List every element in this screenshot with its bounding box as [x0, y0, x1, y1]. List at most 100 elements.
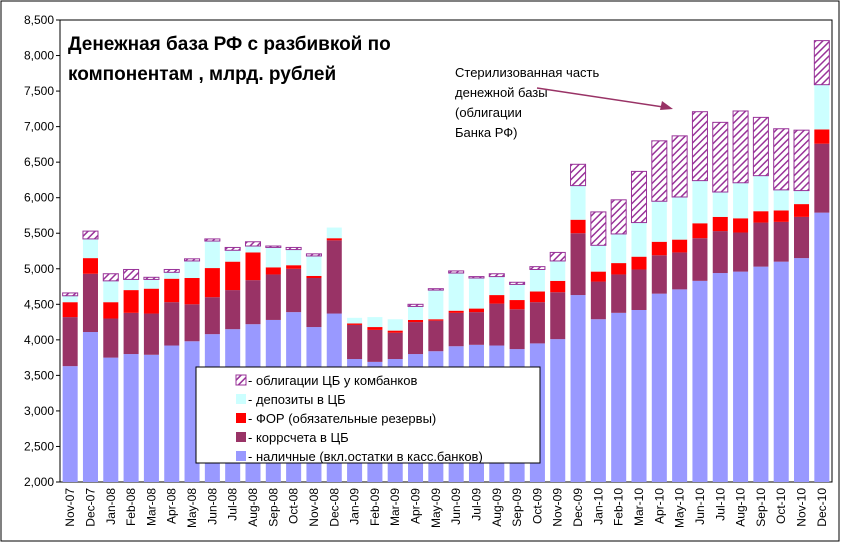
bar-segment	[570, 163, 587, 187]
bar-segment	[387, 319, 403, 331]
annotation: (облигации	[455, 105, 522, 120]
x-tick-label: May-10	[673, 488, 687, 528]
bar-segment	[529, 269, 545, 292]
bar-segment	[285, 246, 302, 251]
x-tick-label: Apr-10	[652, 488, 666, 524]
bar-segment	[428, 319, 444, 321]
bar-segment	[82, 230, 99, 240]
y-tick-label: 8,000	[24, 49, 54, 63]
bar-segment	[611, 263, 627, 275]
bar-segment	[82, 238, 98, 259]
x-tick-label: Dec-07	[83, 488, 97, 527]
bar-segment	[651, 293, 667, 482]
bar-segment	[570, 185, 586, 220]
x-tick-label: Apr-08	[165, 488, 179, 524]
bar-segment	[305, 253, 322, 257]
bar-segment	[570, 295, 586, 482]
bar-segment	[62, 295, 78, 303]
bar-segment	[164, 302, 180, 346]
bar-segment	[245, 252, 261, 281]
bar-segment	[123, 279, 139, 291]
bar-segment	[570, 233, 586, 296]
bar-segment	[468, 278, 484, 309]
bar-segment	[712, 192, 728, 217]
bar-segment	[184, 278, 200, 305]
x-tick-label: Dec-10	[815, 488, 829, 527]
bar-segment	[468, 312, 484, 345]
bar-segment	[733, 232, 749, 272]
legend-swatch	[236, 413, 246, 423]
x-tick-label: Jan-09	[348, 488, 362, 525]
bar-segment	[448, 310, 464, 313]
bar-segment	[265, 245, 282, 248]
x-tick-label: May-08	[185, 488, 199, 528]
arrow-head	[660, 101, 673, 110]
bar-segment	[427, 288, 444, 291]
bar-segment	[529, 291, 545, 303]
bar-segment	[489, 303, 505, 346]
bar-segment	[753, 211, 769, 223]
bar-segment	[631, 269, 647, 310]
bar-segment	[184, 260, 200, 279]
x-tick-label: Nov-08	[307, 488, 321, 527]
bar-segment	[306, 278, 322, 328]
bar-segment	[428, 290, 444, 320]
bar-segment	[286, 265, 302, 269]
bar-segment	[692, 238, 708, 281]
bar-segment	[184, 304, 200, 342]
bar-segment	[773, 221, 789, 262]
x-tick-label: Dec-08	[327, 488, 341, 527]
bar-segment	[204, 238, 221, 242]
x-tick-label: Oct-09	[530, 488, 544, 524]
y-tick-label: 3,000	[24, 404, 54, 418]
legend-swatch	[235, 374, 247, 386]
bar-segment	[489, 276, 505, 296]
bar-segment	[306, 275, 322, 279]
y-tick-label: 2,000	[24, 475, 54, 489]
x-tick-label: Jul-10	[713, 488, 727, 521]
bar-segment	[590, 245, 606, 272]
y-tick-label: 8,500	[24, 13, 54, 27]
bar-segment	[225, 261, 241, 291]
bar-segment	[123, 312, 139, 355]
bar-segment	[794, 216, 810, 259]
x-tick-label: May-09	[429, 488, 443, 528]
bar-segment	[245, 246, 261, 253]
legend-label: - ФОР (обязательные резервы)	[248, 411, 436, 426]
legend-label: - депозиты в ЦБ	[248, 392, 346, 407]
bar-segment	[509, 284, 525, 301]
bar-segment	[590, 271, 606, 282]
bar-segment	[813, 40, 830, 86]
x-tick-label: Jun-08	[205, 488, 219, 525]
bar-segment	[752, 116, 769, 177]
bar-segment	[794, 204, 810, 217]
bar-segment	[671, 135, 688, 198]
bar-segment	[245, 280, 261, 325]
bar-segment	[265, 274, 281, 320]
x-tick-label: Feb-10	[612, 488, 626, 526]
x-tick-label: Oct-08	[287, 488, 301, 524]
bar-segment	[367, 329, 383, 362]
bar-segment	[387, 330, 403, 333]
bar-segment	[794, 190, 810, 205]
annotation: денежной базы	[455, 85, 548, 100]
y-tick-label: 5,000	[24, 262, 54, 276]
x-tick-label: Mar-10	[632, 488, 646, 526]
bar-segment	[326, 227, 342, 239]
bar-segment	[143, 279, 159, 289]
bar-segment	[753, 175, 769, 212]
legend-label: - облигации ЦБ у комбанков	[248, 373, 417, 388]
bar-segment	[62, 292, 79, 297]
x-tick-label: Feb-09	[368, 488, 382, 526]
bar-segment	[407, 303, 424, 307]
bar-segment	[428, 320, 444, 352]
bar-segment	[651, 241, 667, 256]
bar-segment	[611, 312, 627, 482]
bar-segment	[468, 276, 485, 279]
bar-segment	[347, 323, 363, 325]
bar-segment	[550, 280, 566, 293]
y-tick-label: 3,500	[24, 368, 54, 382]
annotation: Стерилизованная часть	[455, 65, 599, 80]
y-tick-label: 7,000	[24, 120, 54, 134]
bar-segment	[611, 274, 627, 313]
